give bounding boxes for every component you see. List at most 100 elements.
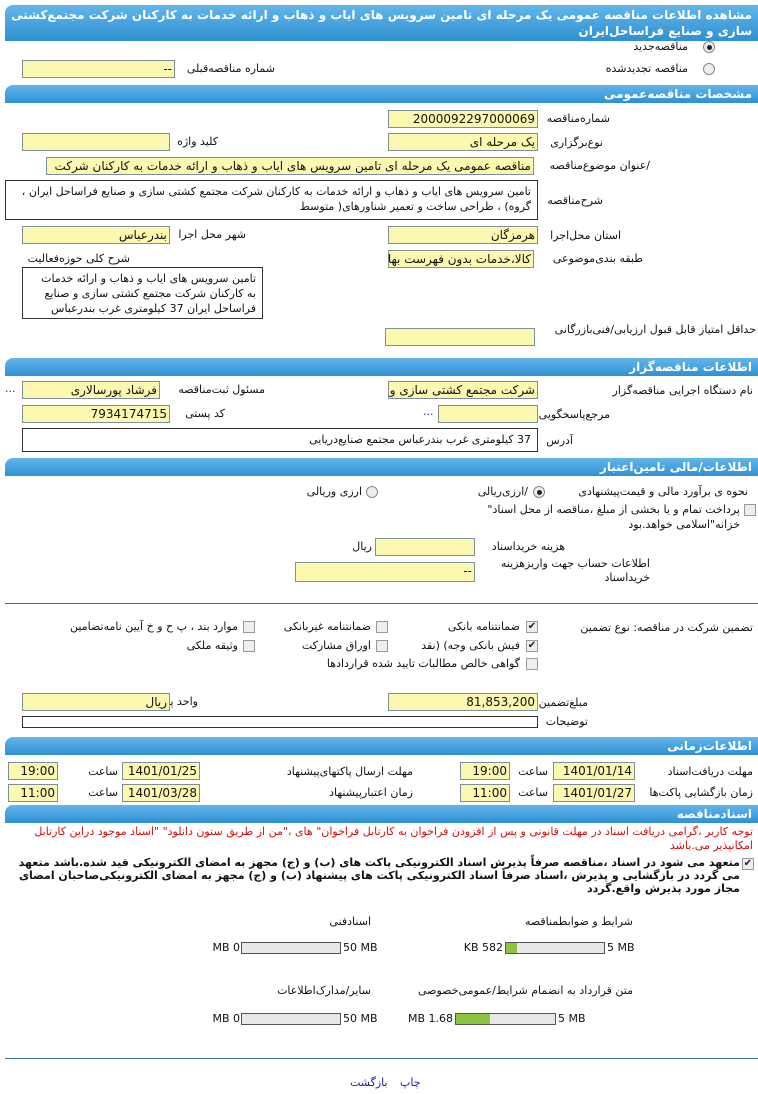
bonds-checkbox[interactable] [376,640,388,652]
responsible-more-button[interactable]: ... [5,382,16,395]
doc-fee-label: هزینه خریداسناد [491,540,565,553]
new-tender-radio[interactable] [703,41,715,53]
postal-field[interactable]: 7934174715 [22,405,170,423]
type-field[interactable]: یک مرحله ای [388,133,538,151]
notes-label: توضیحات [545,715,588,728]
city-field[interactable]: بندرعباس [22,226,170,244]
submit-date-field[interactable]: 1401/01/25 [122,762,200,780]
doc-max-conditions: 5 MB [607,941,635,954]
org-label: نام دستگاه اجرایی مناقصه‌گزار [612,384,753,397]
responsible-field[interactable]: فرشاد پورسالاری [22,381,160,399]
address-label: آدرس [546,434,573,447]
section-organizer: اطلاعات مناقصه‌گزار [5,358,758,376]
doc-label-other: سایر/مدارک‌اطلاعات [277,984,371,997]
progress-fill [456,1014,490,1024]
bank-guarantee-label: ضمانتنامه بانکی [447,620,520,633]
prev-tender-field[interactable]: -- [22,60,175,78]
org-field[interactable]: شرکت مجتمع کشتی سازی و صنایع فراساحل ایر… [388,381,538,399]
cash-receipt-checkbox[interactable]: ✔ [526,640,538,652]
print-link[interactable]: چاپ [400,1076,421,1089]
renewed-tender-radio[interactable] [703,63,715,75]
tender-number-label: شماره‌مناقصه [546,112,610,125]
prev-tender-label: شماره مناقصه‌قبلی [186,62,275,75]
activity-box: تامین سرویس های ایاب و ذهاب و ارائه خدما… [22,267,263,319]
bank-guarantee-checkbox[interactable]: ✔ [526,621,538,633]
validity-date-field[interactable]: 1401/03/28 [122,784,200,802]
property-label: وثیقه ملکی [186,639,238,652]
doc-used-conditions: 582 KB [463,941,503,954]
documents-notice: توجه کاربر ،گرامی دریافت اسناد در مهلت ق… [34,825,753,852]
description-label: شرح‌مناقصه [547,194,603,207]
nonbank-guarantee-checkbox[interactable] [376,621,388,633]
doc-label-contract: متن قرارداد به انضمام شرایط/عمومی‌خصوصی [417,984,633,997]
doc-fee-unit: ریال [352,540,372,553]
validity-hour-label: ساعت [88,786,118,799]
doc-fee-field[interactable] [375,538,475,556]
doc-used-contract: 1.68 MB [407,1012,453,1025]
account-label: اطلاعات حساب جهت واریزهزینه خریداسناد [500,557,650,584]
amount-label: مبلغ‌تضمین [538,696,588,709]
foreign-rial-label: ارزی وریالی [306,485,362,498]
keyword-field[interactable] [22,133,170,151]
doc-used-other: 0 MB [212,1012,240,1025]
renewed-tender-label: مناقصه تجدیدشده [605,62,688,75]
section-finance: اطلاعات/مالی تامین‌اعتبار [5,458,758,476]
min-score-label: حداقل امتیاز قابل قبول ارزیابی/فنی‌بازرگ… [554,323,756,336]
doc-progress-other [241,1013,341,1025]
property-checkbox[interactable] [243,640,255,652]
category-field[interactable]: کالا،خدمات بدون فهرست بها [388,250,534,268]
rial-currency-radio[interactable] [533,486,545,498]
description-box: تامین سرویس های ایاب و ذهاب و ارائه خدما… [5,180,538,220]
notes-box [22,716,538,728]
opening-time-field[interactable]: 11:00 [460,784,510,802]
rial-currency-label: /ارزی‌ریالی [477,485,528,498]
validity-label: زمان اعتبارپیشنهاد [329,786,413,799]
subject-label: /عنوان موضوع‌مناقصه [549,159,650,172]
opening-label: زمان بازگشایی پاکت‌ها [649,786,753,799]
amount-field[interactable]: 81,853,200 [388,693,538,711]
reference-field[interactable] [438,405,538,423]
city-label: شهر محل اجرا [178,228,246,241]
opening-hour-label: ساعت [518,786,548,799]
receivables-checkbox[interactable] [526,658,538,670]
reference-more-button[interactable]: ... [423,405,434,418]
regulation-guarantee-label: موارد بند ، پ ح و خ آیین نامه‌تضامین [70,620,238,633]
cash-receipt-label: فیش بانکی وجه) (نقد [421,639,520,652]
tender-number-field[interactable]: 2000092297000069 [388,110,538,128]
divider [5,603,758,604]
postal-label: کد پستی [185,407,225,420]
bonds-label: اوراق مشارکت [301,639,371,652]
estimate-label: نحوه ی برآورد مالی و قیمت‌پیشنهادی [578,485,748,498]
type-label: نوع‌برگزاری [550,136,603,149]
receive-deadline-label: مهلت دریافت‌اسناد [667,765,753,778]
submit-time-field[interactable]: 19:00 [8,762,58,780]
treasury-checkbox[interactable] [744,504,756,516]
commitment-text: متعهد می شود در اسناد ،مناقصه صرفاً پذیر… [18,856,740,895]
validity-time-field[interactable]: 11:00 [8,784,58,802]
category-label: طبقه بندی‌موضوعی [552,252,643,265]
account-field[interactable]: -- [295,562,475,582]
subject-field[interactable]: مناقصه عمومی یک مرحله ای تامین سرویس های… [46,157,534,175]
receive-hour-label: ساعت [518,765,548,778]
reference-label: مرجع‌پاسخگویی [538,408,610,421]
section-timing: اطلاعات‌زمانی [5,737,758,755]
doc-progress-contract [455,1013,556,1025]
receive-date-field[interactable]: 1401/01/14 [553,762,635,780]
doc-max-contract: 5 MB [558,1012,586,1025]
opening-date-field[interactable]: 1401/01/27 [553,784,635,802]
province-label: استان محل‌اجرا [550,229,621,242]
back-link[interactable]: بازگشت [350,1076,388,1089]
province-field[interactable]: هرمزگان [388,226,538,244]
section-general: مشخصات مناقصه‌عمومی [5,85,758,103]
currency-field[interactable]: ریال [22,693,170,711]
doc-used-technical: 0 MB [212,941,240,954]
foreign-rial-radio[interactable] [366,486,378,498]
submit-deadline-label: مهلت ارسال پاکتهای‌پیشنهاد [286,765,413,778]
activity-label: شرح کلی حوزه‌فعالیت [27,252,130,265]
regulation-guarantee-checkbox[interactable] [243,621,255,633]
commitment-checkbox[interactable]: ✔ [742,858,754,870]
min-score-field[interactable] [385,328,535,346]
address-box: 37 کیلومتری غرب بندرعباس مجتمع صنایع‌دری… [22,428,538,452]
receive-time-field[interactable]: 19:00 [460,762,510,780]
new-tender-label: مناقصه‌جدید [633,40,688,53]
